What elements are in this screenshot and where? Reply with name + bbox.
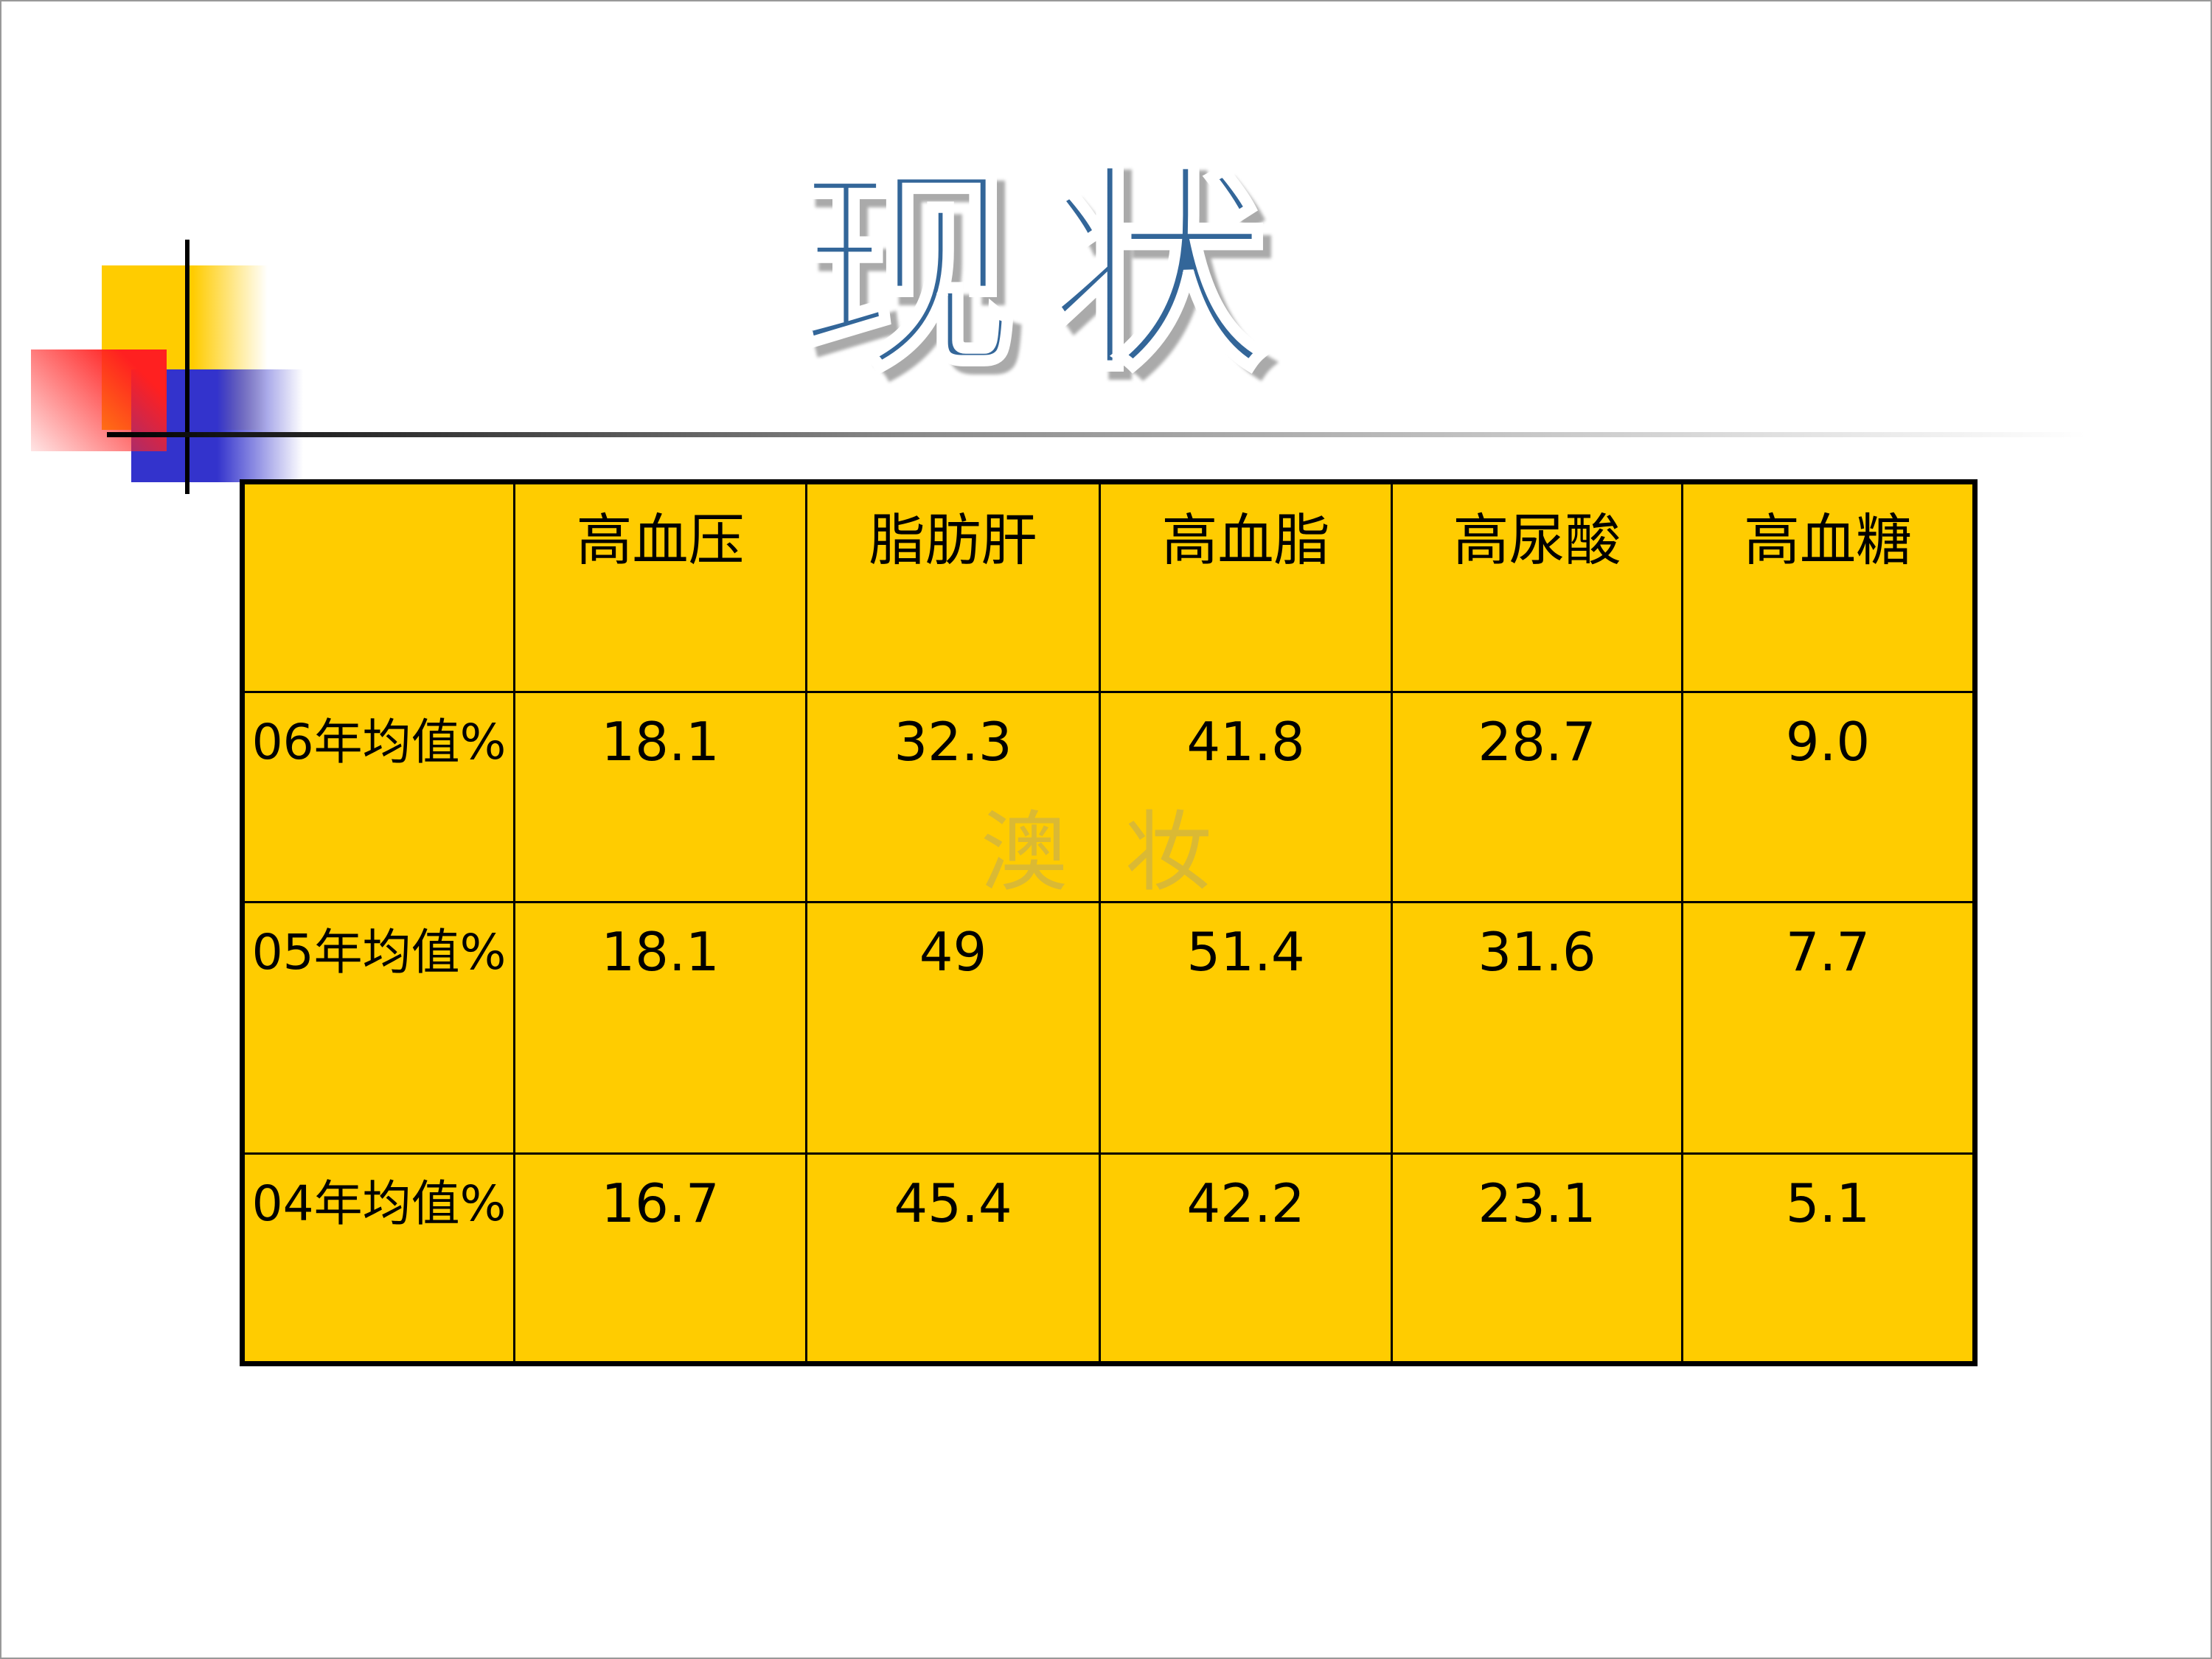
- data-row: 05年均值% 18.1 49 51.4 31.6 7.7: [241, 901, 1976, 1155]
- value-cell: 18.1: [513, 691, 807, 903]
- value-cell: 28.7: [1391, 691, 1683, 903]
- vertical-rule: [185, 240, 189, 494]
- value-cell: 23.1: [1391, 1152, 1683, 1365]
- column-header: 高尿酸: [1391, 481, 1683, 693]
- watermark: 澳 妆: [981, 801, 1227, 903]
- row-label: 04年均值%: [241, 1152, 515, 1365]
- value-cell: 32.3: [805, 691, 1101, 903]
- value-cell: 51.4: [1099, 901, 1393, 1155]
- row-label: 05年均值%: [241, 901, 515, 1155]
- data-table: 高血压 脂肪肝 高血脂 高尿酸 高血糖 06年均值% 18.1 32.3 41.8 28.7 9.0…: [240, 479, 1978, 1366]
- column-header: 脂肪肝: [805, 481, 1101, 693]
- value-cell: 42.2: [1099, 1152, 1393, 1365]
- corner-cell: [241, 481, 515, 693]
- title-text: 现状: [794, 144, 1298, 401]
- value-cell: 41.8: [1099, 691, 1393, 903]
- value-cell: 9.0: [1681, 691, 1976, 903]
- horizontal-rule: [107, 432, 2087, 437]
- value-cell: 16.7: [513, 1152, 807, 1365]
- header-row: 高血压 脂肪肝 高血脂 高尿酸 高血糖: [241, 481, 1976, 693]
- slide-title: 现状: [0, 144, 2212, 401]
- data-row: 04年均值% 16.7 45.4 42.2 23.1 5.1: [241, 1152, 1976, 1365]
- column-header: 高血脂: [1099, 481, 1393, 693]
- value-cell: 7.7: [1681, 901, 1976, 1155]
- column-header: 高血糖: [1681, 481, 1976, 693]
- value-cell: 45.4: [805, 1152, 1101, 1365]
- value-cell: 49: [805, 901, 1101, 1155]
- data-row: 06年均值% 18.1 32.3 41.8 28.7 9.0: [241, 691, 1976, 903]
- row-label: 06年均值%: [241, 691, 515, 903]
- value-cell: 5.1: [1681, 1152, 1976, 1365]
- value-cell: 18.1: [513, 901, 807, 1155]
- column-header: 高血压: [513, 481, 807, 693]
- value-cell: 31.6: [1391, 901, 1683, 1155]
